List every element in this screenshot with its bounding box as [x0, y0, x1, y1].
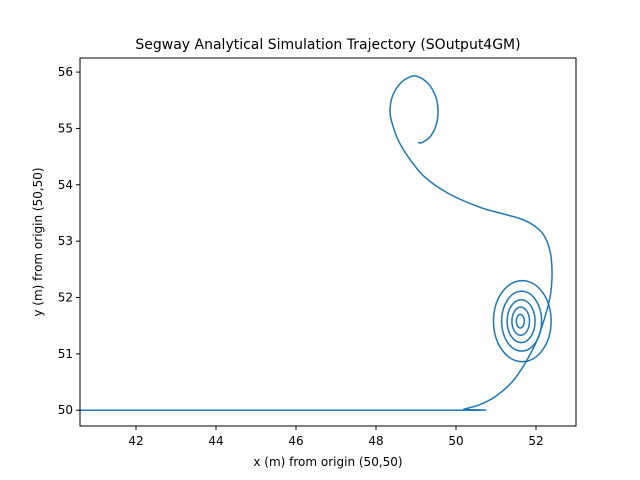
spiral-loop [511, 306, 531, 337]
y-axis-label: y (m) from origin (50,50) [31, 167, 45, 316]
trajectory-line [79, 75, 553, 412]
plot-frame [79, 57, 577, 427]
y-tick-label: 54 [58, 178, 73, 192]
spiral-loop [515, 313, 526, 329]
x-tick-label: 46 [288, 434, 303, 448]
x-axis-label: x (m) from origin (50,50) [253, 455, 402, 469]
y-tick-label: 51 [58, 347, 73, 361]
x-tick-label: 42 [128, 434, 143, 448]
spiral-loop [492, 279, 552, 363]
spiral-loop [506, 299, 536, 344]
x-tick-label: 48 [368, 434, 383, 448]
y-tick-label: 50 [58, 403, 73, 417]
x-tick-label: 50 [448, 434, 463, 448]
x-tick-label: 44 [208, 434, 223, 448]
chart-title: Segway Analytical Simulation Trajectory … [135, 37, 520, 53]
y-tick-label: 56 [58, 65, 73, 79]
y-tick-label: 53 [58, 234, 73, 248]
x-tick-label: 52 [528, 434, 543, 448]
y-tick-label: 52 [58, 291, 73, 305]
spiral-loop [500, 290, 543, 352]
y-tick-label: 55 [58, 121, 73, 135]
